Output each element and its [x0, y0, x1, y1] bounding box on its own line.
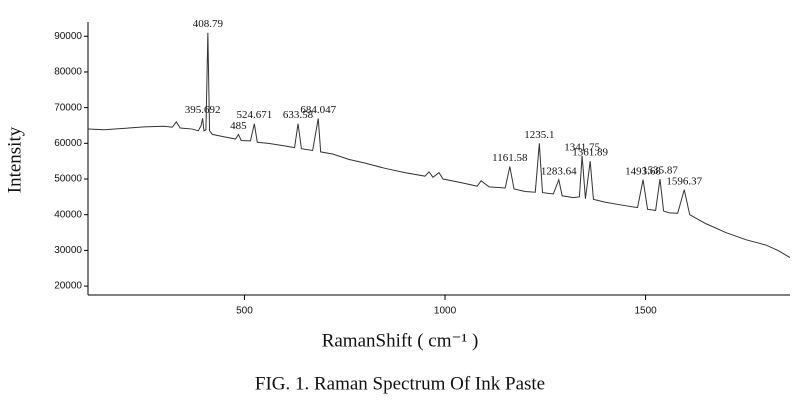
caption: FIG. 1. Raman Spectrum Of Ink Paste [255, 373, 545, 394]
y-tick-label: 30000 [54, 245, 82, 256]
y-tick-label: 40000 [54, 209, 82, 220]
peak-label: 1161.58 [492, 152, 528, 164]
x-tick-label: 1500 [634, 306, 657, 317]
peak-label: 524.671 [236, 109, 272, 121]
peak-label: 1493.68 [625, 165, 661, 177]
y-tick-label: 60000 [54, 138, 82, 149]
peak-label: 1535.87 [642, 165, 678, 177]
y-tick-label: 70000 [54, 102, 82, 113]
peak-label: 1283.64 [541, 165, 577, 177]
peak-label: 684.047 [300, 104, 336, 116]
y-axis-label: Intensity [4, 126, 25, 193]
peak-label: 1341.75 [564, 141, 600, 153]
x-axis-label: RamanShift ( cm⁻¹ ) [322, 330, 479, 351]
peak-label: 1596.37 [666, 175, 702, 187]
peak-label: 408.79 [193, 18, 224, 30]
y-tick-label: 90000 [54, 31, 82, 42]
y-tick-label: 20000 [54, 281, 82, 292]
peak-label: 1235.1 [524, 129, 554, 141]
peak-label: 395.692 [185, 104, 221, 116]
y-tick-label: 50000 [54, 174, 82, 185]
peak-label: 633.58 [283, 109, 314, 121]
x-tick-label: 500 [236, 306, 253, 317]
peak-label: 485 [230, 120, 247, 132]
x-tick-label: 1000 [434, 306, 457, 317]
spectrum-line [87, 32, 791, 258]
y-tick-label: 80000 [54, 67, 82, 78]
peak-label: 1361.89 [572, 147, 608, 159]
